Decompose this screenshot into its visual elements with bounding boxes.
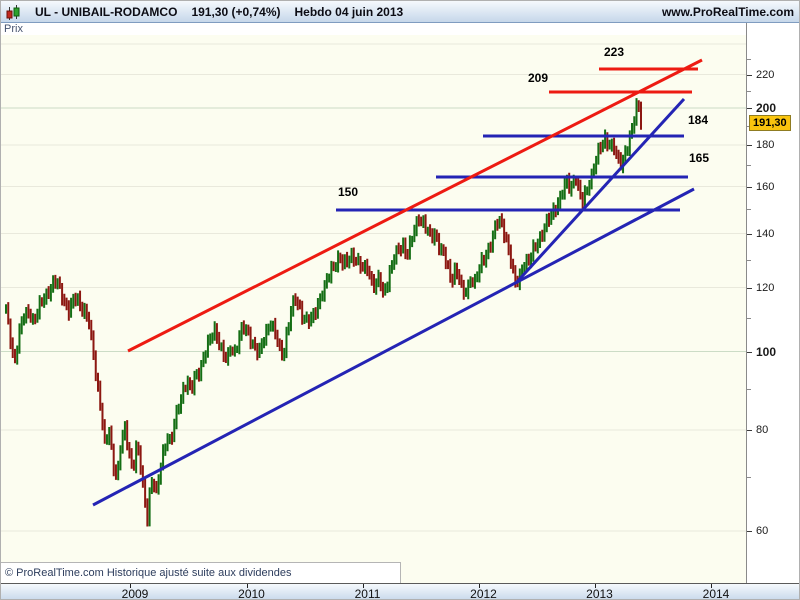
last-price-change: 191,30 (+0,74%) xyxy=(191,4,281,19)
y-tick-label-180: 180 xyxy=(756,139,775,151)
y-tick-180 xyxy=(747,145,752,146)
candles-down xyxy=(7,100,642,527)
y-tick-label-100: 100 xyxy=(756,345,777,359)
prorealtime-link[interactable]: www.ProRealTime.com xyxy=(661,4,794,19)
year-label-2010: 2010 xyxy=(238,587,265,600)
year-tick-2014 xyxy=(711,584,712,588)
price-pane: Prix 223 209 184 165 150 © ProRealTime.com H… xyxy=(1,23,747,583)
y-minor-tick-110 xyxy=(747,318,751,319)
instrument-title: UL - UNIBAIL-RODAMCO xyxy=(35,4,178,19)
y-minor-tick-70 xyxy=(747,477,751,478)
year-tick-2013 xyxy=(595,584,596,588)
copyright-note: © ProRealTime.com Historique ajusté suit… xyxy=(1,562,401,583)
y-tick-label-80: 80 xyxy=(756,424,769,436)
y-tick-label-220: 220 xyxy=(756,69,775,81)
year-tick-2012 xyxy=(479,584,480,588)
candles-up xyxy=(5,98,638,527)
last-price-badge: 191,30 xyxy=(749,115,791,131)
year-label-2009: 2009 xyxy=(121,587,149,600)
y-minor-tick-230 xyxy=(747,59,751,60)
price-chart-svg[interactable] xyxy=(1,23,746,583)
level-label-184[interactable]: 184 xyxy=(687,113,709,127)
y-minor-tick-150 xyxy=(747,209,751,210)
level-label-209[interactable]: 209 xyxy=(527,71,549,85)
year-label-2011: 2011 xyxy=(354,587,381,600)
y-tick-160 xyxy=(747,187,752,188)
blue-long-support-trendline[interactable] xyxy=(92,187,695,507)
y-tick-label-200: 200 xyxy=(756,101,777,115)
year-label-2013: 2013 xyxy=(586,587,613,600)
candlestick-icon xyxy=(6,4,21,21)
year-label-2014: 2014 xyxy=(702,587,730,600)
timeframe-date: Hebdo 04 juin 2013 xyxy=(294,4,404,19)
year-tick-2009 xyxy=(130,584,131,588)
y-tick-200 xyxy=(747,108,752,109)
y-axis: 191,30 220 200 180 160 140 120 100 80 60 xyxy=(747,23,799,583)
y-tick-120 xyxy=(747,288,752,289)
level-label-223[interactable]: 223 xyxy=(603,45,625,59)
y-tick-60 xyxy=(747,531,752,532)
level-labels-layer: 223 209 184 165 150 xyxy=(1,23,746,583)
year-label-2012: 2012 xyxy=(470,587,497,600)
chart-header: UL - UNIBAIL-RODAMCO 191,30 (+0,74%) Heb… xyxy=(1,1,799,23)
red-ascending-channel-line[interactable] xyxy=(127,58,703,353)
year-tick-2010 xyxy=(247,584,248,588)
y-tick-140 xyxy=(747,234,752,235)
y-tick-80 xyxy=(747,430,752,431)
y-minor-tick-130 xyxy=(747,260,751,261)
y-tick-label-140: 140 xyxy=(756,228,775,240)
x-axis: 2009 2010 2011 2012 2013 2014 xyxy=(1,583,799,600)
y-tick-100 xyxy=(747,352,752,353)
blue-steep-support-trendline[interactable] xyxy=(514,97,686,285)
y-tick-label-160: 160 xyxy=(756,181,775,193)
y-tick-label-60: 60 xyxy=(756,525,769,537)
y-tick-220 xyxy=(747,75,752,76)
y-minor-tick-90 xyxy=(747,389,751,390)
pane-label-prix: Prix xyxy=(1,23,746,35)
y-minor-tick-170 xyxy=(747,165,751,166)
level-label-165[interactable]: 165 xyxy=(688,151,710,165)
y-minor-tick-210 xyxy=(747,91,751,92)
y-tick-label-120: 120 xyxy=(756,282,775,294)
level-label-150[interactable]: 150 xyxy=(337,185,359,199)
year-tick-2011 xyxy=(363,584,364,588)
